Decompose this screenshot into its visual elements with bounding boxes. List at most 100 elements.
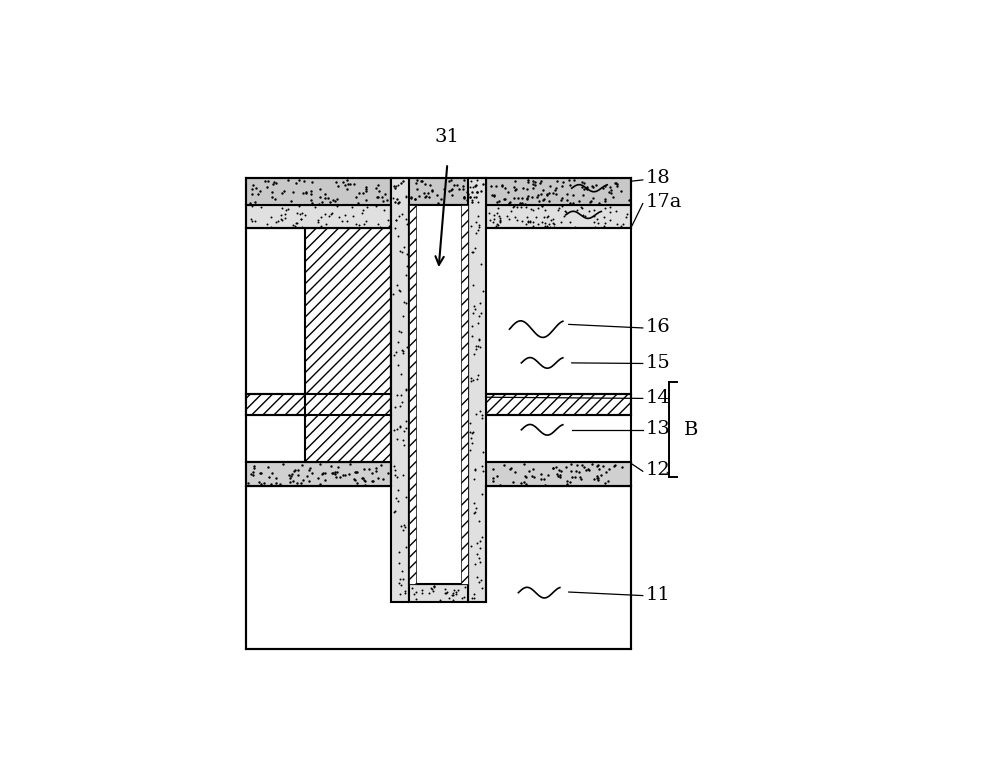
Point	[543, 214, 559, 226]
Point	[571, 466, 587, 478]
Point	[518, 478, 534, 490]
Point	[465, 246, 481, 258]
Point	[496, 459, 512, 471]
Point	[589, 460, 605, 472]
Point	[609, 178, 625, 190]
Point	[545, 213, 561, 225]
Point	[472, 556, 488, 568]
Point	[464, 195, 480, 208]
Point	[417, 178, 433, 190]
Point	[448, 588, 464, 600]
Bar	[486, 462, 631, 486]
Point	[349, 477, 365, 489]
Point	[483, 179, 499, 191]
Point	[444, 588, 460, 601]
Point	[537, 478, 553, 491]
Point	[387, 182, 403, 195]
Point	[374, 191, 390, 204]
Point	[289, 207, 305, 219]
Point	[285, 218, 301, 231]
Point	[597, 202, 613, 215]
Point	[394, 564, 410, 577]
Point	[346, 178, 362, 190]
Point	[586, 216, 602, 228]
Point	[501, 197, 517, 209]
Point	[390, 358, 406, 371]
Point	[589, 213, 605, 225]
Point	[441, 175, 457, 187]
Point	[492, 215, 508, 227]
Point	[503, 205, 519, 218]
Point	[533, 175, 549, 187]
Point	[247, 195, 263, 208]
Point	[252, 467, 268, 479]
Point	[468, 179, 484, 191]
Point	[304, 198, 320, 210]
Point	[259, 218, 275, 231]
Point	[501, 213, 517, 225]
Point	[529, 191, 545, 203]
Point	[520, 189, 536, 201]
Point	[298, 187, 314, 199]
Point	[409, 183, 425, 195]
Point	[389, 471, 405, 484]
Point	[583, 195, 599, 208]
Point	[481, 207, 497, 219]
Point	[525, 463, 541, 475]
Point	[380, 467, 396, 479]
Point	[295, 474, 311, 486]
Point	[597, 477, 613, 489]
Point	[346, 473, 362, 485]
Point	[602, 206, 618, 218]
Point	[391, 196, 407, 208]
Point	[540, 469, 556, 481]
Bar	[305, 228, 391, 462]
Point	[395, 434, 411, 446]
Point	[464, 427, 480, 439]
Point	[354, 472, 370, 484]
Point	[463, 220, 479, 232]
Point	[603, 187, 619, 199]
Point	[390, 230, 406, 242]
Point	[545, 187, 561, 199]
Point	[573, 201, 589, 213]
Point	[437, 587, 453, 599]
Point	[601, 463, 617, 475]
Point	[615, 218, 631, 230]
Point	[471, 219, 487, 231]
Point	[355, 186, 371, 198]
Point	[469, 571, 485, 583]
Point	[398, 191, 414, 204]
Point	[470, 369, 486, 381]
Point	[329, 193, 345, 205]
Point	[395, 524, 411, 537]
Point	[473, 574, 489, 586]
Point	[520, 176, 536, 188]
Point	[275, 458, 291, 470]
Point	[488, 219, 504, 231]
Point	[263, 211, 279, 224]
Point	[387, 401, 403, 414]
Point	[344, 201, 360, 214]
Point	[584, 458, 600, 470]
Point	[399, 259, 415, 271]
Point	[520, 216, 536, 228]
Point	[387, 196, 403, 208]
Point	[395, 347, 411, 359]
Point	[399, 218, 415, 231]
Point	[518, 218, 534, 230]
Point	[276, 185, 292, 197]
Point	[396, 438, 412, 451]
Point	[444, 189, 460, 201]
Point	[559, 188, 575, 200]
Point	[468, 191, 484, 203]
Point	[528, 211, 544, 224]
Point	[465, 181, 481, 193]
Point	[562, 197, 578, 209]
Point	[416, 187, 432, 199]
Point	[399, 341, 415, 353]
Point	[602, 214, 618, 226]
Point	[574, 181, 590, 193]
Point	[393, 389, 409, 401]
Point	[244, 182, 260, 195]
